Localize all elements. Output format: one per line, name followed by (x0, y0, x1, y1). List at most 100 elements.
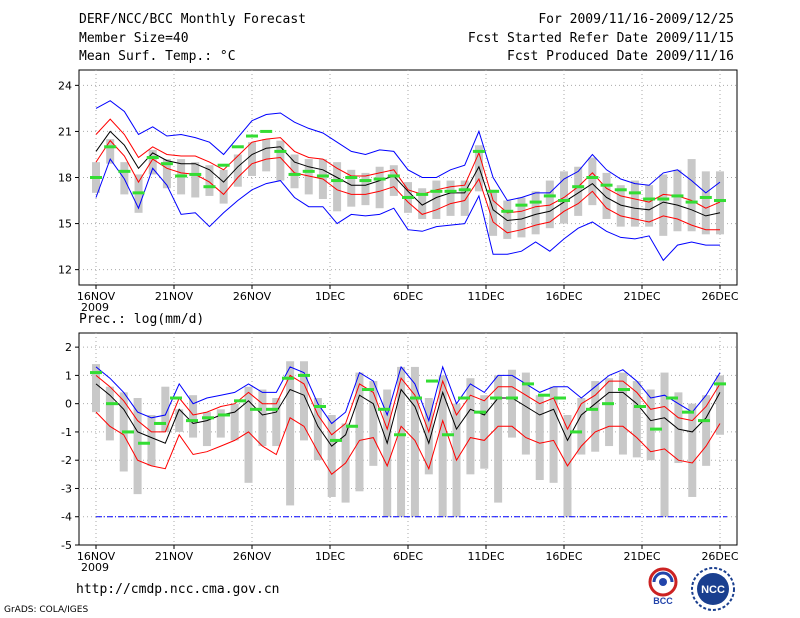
observed-marker (202, 416, 214, 420)
observed-marker (175, 174, 188, 178)
spread-bar (389, 165, 398, 196)
observed-marker (515, 203, 528, 207)
observed-marker (234, 399, 246, 403)
observed-marker (394, 433, 406, 437)
spread-bar (687, 159, 696, 232)
x-tick-label: 6DEC (393, 290, 423, 303)
observed-marker (426, 379, 438, 383)
x-tick-label: 26DEC (701, 550, 738, 563)
panel-precipitation: -5 -4 -3 -2 -1 0 1 2 16NOV 21NOV 26NOV 1DEC 6DEC 11DE… (61, 332, 739, 574)
source-url[interactable]: http://cmdp.ncc.cma.gov.cn (76, 582, 280, 597)
observed-marker (643, 197, 656, 201)
spread-bar (300, 361, 308, 441)
y-tick-label: 18 (58, 172, 72, 185)
x-tick-label: 11DEC (467, 290, 504, 303)
observed-marker (387, 174, 400, 178)
panel-temperature: 12 15 18 21 24 16NOV 21NOV 26NOV 1DEC 6DEC 11DEC 16… (58, 69, 739, 314)
forecast-period: For 2009/11/16-2009/12/25 (538, 12, 734, 27)
observed-marker (378, 407, 390, 411)
observed-marker (634, 404, 646, 408)
spread-bar (673, 169, 682, 232)
observed-marker (106, 402, 118, 406)
observed-marker (442, 433, 454, 437)
spread-bar (503, 200, 512, 239)
spread-bar (545, 180, 554, 229)
grads-credit: GrADS: COLA/IGES (4, 605, 89, 615)
y-tick-label: -2 (61, 454, 72, 467)
spread-bar (660, 372, 669, 517)
series-line-ensemble-mean (95, 130, 721, 222)
chart-title: DERF/NCC/BCC Monthly Forecast (79, 12, 306, 27)
spread-bar (517, 197, 526, 238)
spread-bar (276, 140, 285, 181)
observed-marker (346, 424, 358, 428)
spread-bar (92, 364, 100, 413)
observed-marker (529, 200, 542, 204)
spread-bar (632, 381, 641, 458)
spread-bar (290, 154, 299, 189)
spread-bar (489, 189, 498, 236)
x-tick-label: 21DEC (623, 290, 660, 303)
observed-marker (522, 382, 534, 386)
observed-marker (572, 185, 585, 189)
spread-bar (446, 180, 455, 216)
x-tick-label: 21NOV (155, 550, 194, 563)
series-line-max (95, 365, 721, 425)
y-tick-label: 0 (65, 398, 72, 411)
x-tick-label: 21NOV (155, 290, 194, 303)
spread-bar (361, 172, 370, 206)
bcc-logo: BCC (648, 567, 678, 606)
spread-bar (410, 366, 419, 517)
spread-bar (418, 188, 427, 219)
observed-marker (250, 407, 262, 411)
observed-marker (698, 419, 710, 423)
x-tick-label: 16NOV (77, 550, 116, 563)
observed-marker (474, 410, 486, 414)
observed-marker (274, 149, 287, 153)
observed-marker (330, 438, 342, 442)
spread-bar (233, 154, 242, 187)
observed-marker (506, 396, 518, 400)
observed-marker (260, 129, 273, 133)
observed-marker (543, 194, 556, 198)
spread-bar (432, 180, 441, 219)
observed-marker (316, 174, 329, 178)
observed-marker (359, 179, 372, 183)
observed-marker (118, 169, 131, 173)
spread-bar (191, 162, 200, 198)
observed-marker (666, 396, 678, 400)
observed-marker (170, 396, 182, 400)
spread-bar (313, 398, 322, 461)
observed-marker (586, 176, 599, 179)
member-size-label: Member Size=40 (79, 31, 189, 46)
x-tick-label: 26NOV (233, 550, 272, 563)
observed-marker (314, 404, 326, 408)
observed-marker (138, 441, 150, 445)
x-tick-label: 26NOV (233, 290, 272, 303)
y-tick-label: -4 (61, 511, 72, 524)
spread-bar (175, 409, 184, 432)
observed-marker (487, 189, 500, 193)
y-tick-label: 21 (58, 125, 72, 138)
spread-bar (618, 372, 627, 455)
y-tick-label: -1 (61, 426, 72, 439)
spread-bar (424, 398, 433, 475)
spread-bar (716, 171, 724, 235)
spread-bar (244, 386, 253, 483)
spread-bar (494, 375, 503, 503)
spread-bar (202, 412, 211, 447)
spread-bar (230, 403, 239, 441)
spread-bar (577, 398, 586, 455)
x-tick-label: 21DEC (623, 550, 660, 563)
observed-marker (104, 145, 117, 149)
spread-bar (645, 185, 654, 227)
observed-marker (671, 194, 684, 198)
spread-bar (106, 139, 115, 164)
spread-bar (574, 166, 583, 216)
spread-bar (219, 169, 228, 204)
series-line-upper-bound (95, 374, 721, 436)
x-tick-label: 1DEC (315, 290, 345, 303)
observed-marker (458, 188, 471, 192)
spread-bar (304, 159, 313, 195)
